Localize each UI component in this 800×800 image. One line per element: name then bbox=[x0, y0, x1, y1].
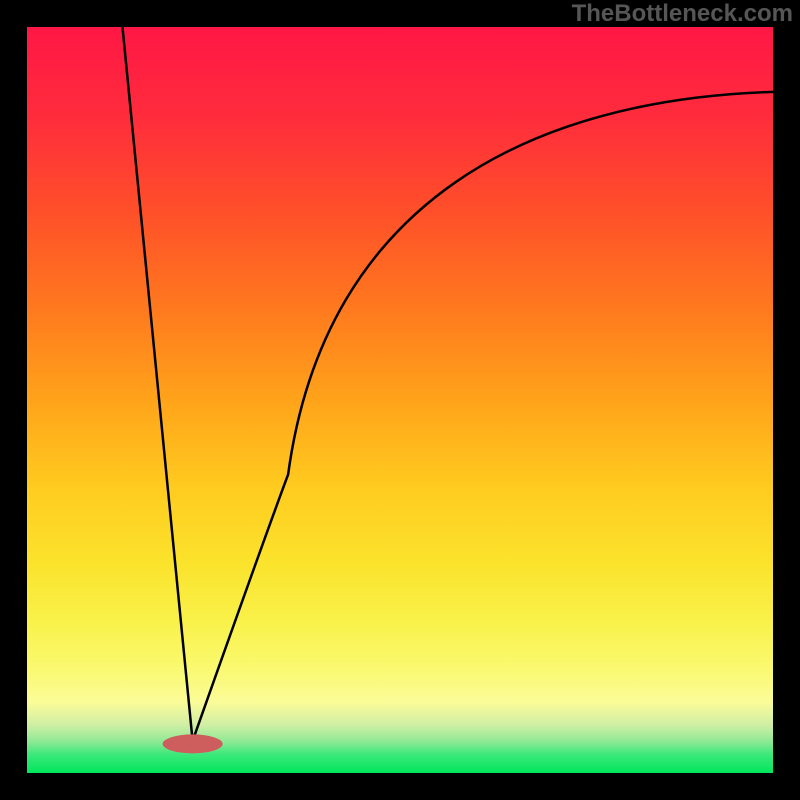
bottleneck-chart bbox=[0, 0, 800, 800]
optimal-marker bbox=[163, 734, 223, 753]
watermark-text: TheBottleneck.com bbox=[572, 0, 793, 28]
chart-container: TheBottleneck.com bbox=[0, 0, 800, 800]
plot-gradient bbox=[27, 27, 773, 773]
